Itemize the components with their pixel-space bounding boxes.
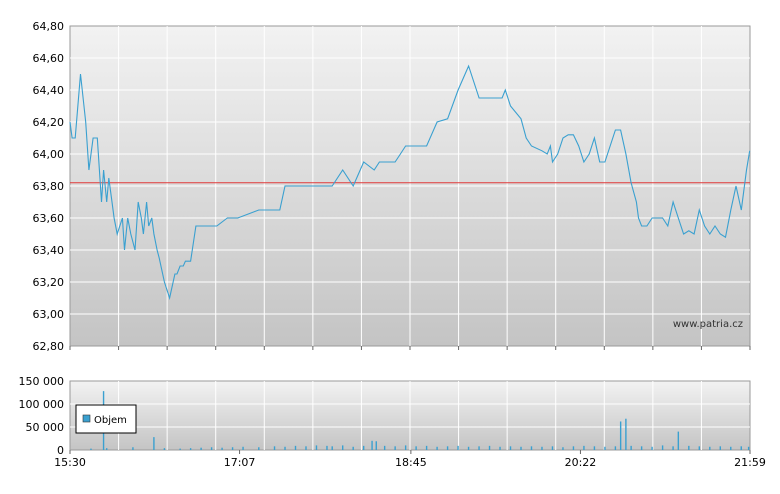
- price-y-tick-label: 62,80: [33, 340, 65, 353]
- volume-bar: [651, 446, 653, 450]
- volume-bar: [530, 446, 533, 450]
- volume-bar: [467, 446, 470, 450]
- price-grid: [70, 26, 750, 346]
- volume-bar: [499, 446, 501, 450]
- x-tick-label: 20:22: [565, 456, 597, 469]
- volume-bar: [672, 446, 674, 450]
- volume-bar: [258, 447, 260, 450]
- volume-bar: [352, 446, 354, 450]
- volume-bar: [163, 448, 166, 450]
- price-y-tick-label: 64,00: [33, 148, 65, 161]
- price-y-tick-label: 64,40: [33, 84, 65, 97]
- price-y-tick-label: 63,60: [33, 212, 65, 225]
- price-y-axis: 64,80 64,60 64,40 64,20 64,00 63,80 63,60 63,40…: [33, 20, 65, 353]
- volume-bar: [179, 448, 181, 450]
- volume-bar: [371, 440, 373, 450]
- watermark: www.patria.cz: [673, 319, 743, 330]
- volume-bar: [383, 445, 386, 450]
- time-x-axis: 15:30 17:07 18:45 20:22 21:59: [54, 346, 766, 469]
- volume-bar: [709, 446, 711, 450]
- volume-bar: [326, 445, 328, 450]
- volume-bar: [614, 446, 617, 450]
- volume-bar: [625, 418, 627, 450]
- volume-bar: [331, 446, 333, 450]
- volume-bar: [747, 446, 750, 450]
- volume-bar: [375, 441, 377, 450]
- x-tick-label: 17:07: [224, 456, 256, 469]
- volume-bar: [189, 448, 192, 450]
- volume-bar: [698, 446, 701, 450]
- price-y-tick-label: 64,20: [33, 116, 65, 129]
- volume-bar: [719, 446, 721, 450]
- volume-bar: [231, 447, 234, 450]
- volume-bar: [153, 437, 155, 450]
- volume-bar: [305, 446, 307, 450]
- volume-bar: [619, 421, 622, 450]
- volume-y-axis: 150 000 100 000 50 000 0: [19, 375, 65, 457]
- x-tick-label: 18:45: [395, 456, 427, 469]
- volume-bar: [640, 446, 643, 450]
- volume-bar: [478, 446, 480, 450]
- volume-y-tick-label: 50 000: [26, 421, 65, 434]
- volume-y-tick-label: 100 000: [19, 398, 65, 411]
- volume-bar: [294, 445, 297, 450]
- volume-bar: [593, 446, 596, 450]
- volume-bar: [520, 446, 522, 450]
- legend-swatch: [82, 414, 91, 423]
- volume-bar: [273, 446, 276, 450]
- volume-bar: [630, 445, 632, 450]
- price-y-tick-label: 64,80: [33, 20, 65, 33]
- volume-bar: [730, 446, 732, 450]
- volume-bar: [604, 446, 606, 450]
- volume-bar: [284, 446, 286, 450]
- volume-bar: [562, 447, 564, 450]
- volume-bar: [457, 445, 459, 450]
- price-y-tick-label: 63,00: [33, 308, 65, 321]
- volume-bar: [415, 446, 417, 450]
- volume-bar: [688, 445, 690, 450]
- x-tick-label: 21:59: [734, 456, 766, 469]
- volume-bar: [541, 446, 543, 450]
- volume-bar: [583, 445, 585, 450]
- volume-grid: [70, 381, 750, 450]
- volume-bar: [315, 445, 318, 450]
- volume-bar: [362, 445, 365, 450]
- volume-bar: [342, 445, 344, 450]
- volume-bar: [425, 445, 428, 450]
- volume-bar: [394, 446, 396, 450]
- volume-bar: [242, 446, 244, 450]
- volume-bar: [509, 446, 512, 450]
- price-series-line: [69, 64, 751, 301]
- volume-bar: [446, 446, 449, 450]
- volume-bar: [677, 431, 680, 450]
- volume-bar: [106, 448, 108, 450]
- price-y-tick-label: 63,20: [33, 276, 65, 289]
- volume-bar: [132, 447, 134, 450]
- volume-bar: [221, 447, 223, 450]
- x-tick-label: 15:30: [54, 456, 86, 469]
- price-y-tick-label: 63,80: [33, 180, 65, 193]
- volume-bar: [551, 446, 554, 450]
- legend-label: Objem: [94, 415, 127, 426]
- volume-y-tick-label: 0: [57, 444, 64, 457]
- volume-legend: Objem: [75, 404, 137, 434]
- volume-bar: [210, 447, 213, 450]
- price-y-tick-label: 63,40: [33, 244, 65, 257]
- volume-bar: [661, 445, 664, 450]
- volume-bar: [436, 446, 438, 450]
- volume-y-tick-label: 150 000: [19, 375, 65, 388]
- price-y-tick-label: 64,60: [33, 52, 65, 65]
- volume-bar: [200, 447, 202, 450]
- volume-bar: [404, 445, 407, 450]
- volume-bar: [488, 445, 491, 450]
- volume-bar: [572, 446, 575, 450]
- volume-bar: [740, 446, 742, 450]
- volume-bar: [90, 448, 92, 450]
